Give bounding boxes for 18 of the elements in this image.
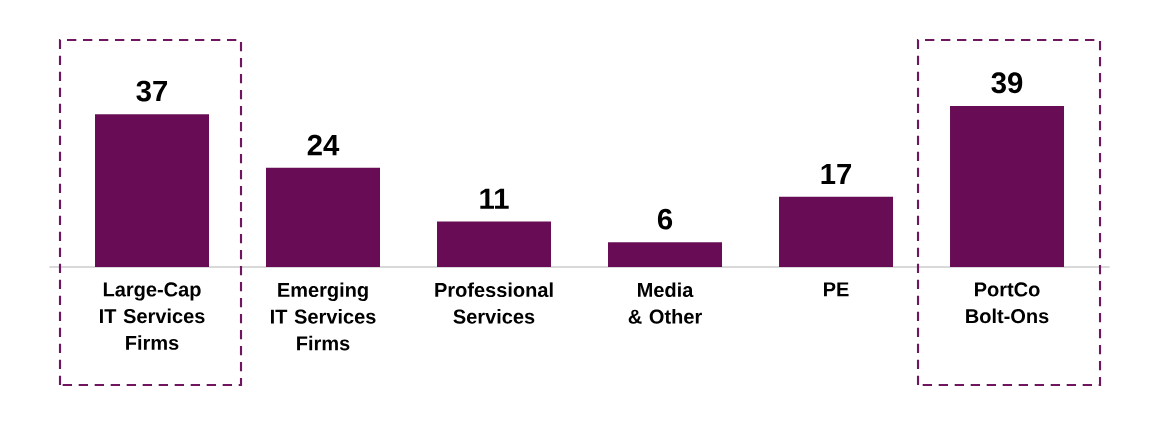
data-label: 24 (307, 134, 340, 156)
data-label: 37 (136, 80, 168, 102)
bar (95, 114, 210, 267)
x-tick-label: Emerging IT Services Firms (270, 282, 376, 351)
bar (779, 196, 894, 267)
x-tick-label: Media & Other (628, 282, 702, 324)
data-label: 39 (991, 72, 1023, 94)
data-label: 6 (657, 208, 673, 230)
bar (437, 221, 552, 267)
data-label: 11 (480, 188, 509, 209)
x-tick-label: PE (824, 282, 849, 297)
data-label: 17 (821, 163, 852, 185)
bar (950, 105, 1065, 267)
x-tick-label: PortCo Bolt-Ons (966, 282, 1049, 324)
bar (608, 242, 723, 267)
x-tick-label: Professional Services (435, 282, 553, 324)
bar (266, 167, 381, 267)
x-tick-label: Large-Cap IT Services Firms (99, 282, 205, 350)
